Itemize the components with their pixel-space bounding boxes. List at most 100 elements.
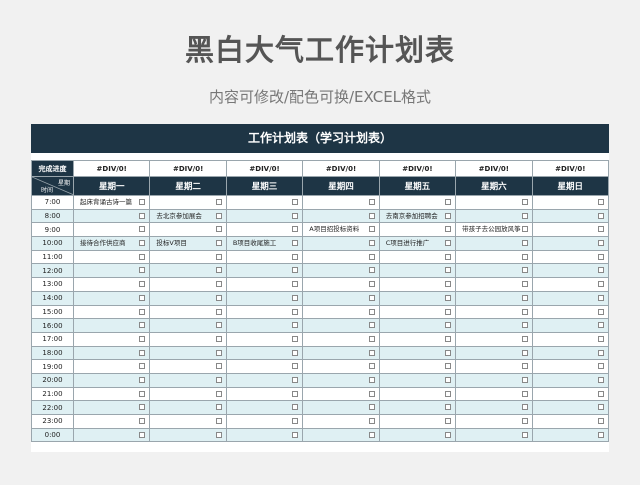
task-cell[interactable] — [531, 208, 610, 224]
task-cell[interactable] — [302, 249, 380, 265]
checkbox[interactable] — [139, 335, 146, 342]
task-cell[interactable] — [72, 249, 151, 265]
checkbox[interactable] — [139, 212, 146, 219]
task-cell[interactable] — [72, 427, 151, 443]
checkbox[interactable] — [445, 240, 452, 247]
checkbox[interactable] — [368, 376, 375, 383]
task-cell[interactable] — [531, 331, 610, 347]
checkbox[interactable] — [368, 390, 375, 397]
task-cell[interactable] — [378, 290, 457, 306]
task-cell[interactable] — [531, 414, 610, 429]
task-cell[interactable] — [149, 359, 227, 374]
task-cell[interactable] — [72, 304, 151, 320]
task-cell[interactable] — [378, 386, 457, 402]
checkbox[interactable] — [598, 253, 604, 260]
task-cell[interactable] — [149, 414, 227, 429]
checkbox[interactable] — [292, 281, 299, 288]
checkbox[interactable] — [215, 199, 222, 205]
checkbox[interactable] — [215, 281, 222, 288]
task-cell[interactable] — [455, 359, 533, 374]
task-cell[interactable] — [302, 331, 380, 347]
task-cell[interactable] — [225, 263, 304, 279]
checkbox[interactable] — [598, 226, 604, 233]
task-cell[interactable] — [149, 222, 227, 238]
checkbox[interactable] — [445, 404, 452, 411]
task-cell[interactable] — [531, 195, 610, 210]
checkbox[interactable] — [598, 349, 604, 356]
task-cell[interactable] — [225, 372, 304, 388]
checkbox[interactable] — [368, 240, 375, 247]
checkbox[interactable] — [139, 308, 146, 315]
task-cell[interactable] — [225, 359, 304, 374]
task-cell[interactable] — [149, 304, 227, 320]
checkbox[interactable] — [139, 431, 146, 438]
task-cell[interactable] — [378, 263, 457, 279]
task-cell[interactable] — [455, 236, 533, 251]
checkbox[interactable] — [139, 294, 146, 301]
checkbox[interactable] — [215, 240, 222, 247]
checkbox[interactable] — [215, 390, 222, 397]
checkbox[interactable] — [139, 404, 146, 411]
task-cell[interactable] — [378, 400, 457, 415]
checkbox[interactable] — [445, 281, 452, 288]
task-cell[interactable] — [302, 345, 380, 361]
task-cell[interactable] — [302, 277, 380, 292]
checkbox[interactable] — [445, 226, 452, 233]
checkbox[interactable] — [521, 294, 528, 301]
checkbox[interactable] — [292, 349, 299, 356]
task-cell[interactable] — [531, 277, 610, 292]
checkbox[interactable] — [368, 253, 375, 260]
checkbox[interactable] — [521, 253, 528, 260]
checkbox[interactable] — [139, 363, 146, 370]
task-cell[interactable] — [149, 386, 227, 402]
checkbox[interactable] — [292, 199, 299, 205]
task-cell[interactable] — [455, 195, 533, 210]
checkbox[interactable] — [598, 212, 604, 219]
task-cell[interactable] — [302, 304, 380, 320]
checkbox[interactable] — [292, 294, 299, 301]
checkbox[interactable] — [598, 418, 604, 424]
task-cell[interactable] — [149, 277, 227, 292]
task-cell[interactable] — [531, 427, 610, 443]
checkbox[interactable] — [368, 308, 375, 315]
checkbox[interactable] — [215, 349, 222, 356]
task-cell[interactable] — [225, 414, 304, 429]
task-cell[interactable] — [302, 427, 380, 443]
task-cell[interactable] — [455, 263, 533, 279]
checkbox[interactable] — [292, 253, 299, 260]
checkbox[interactable] — [139, 267, 146, 274]
checkbox[interactable] — [215, 418, 222, 424]
task-cell[interactable] — [225, 386, 304, 402]
task-cell[interactable] — [378, 372, 457, 388]
checkbox[interactable] — [521, 226, 528, 233]
checkbox[interactable] — [368, 294, 375, 301]
task-cell[interactable] — [225, 345, 304, 361]
task-cell[interactable] — [455, 345, 533, 361]
checkbox[interactable] — [139, 349, 146, 356]
task-cell[interactable] — [225, 195, 304, 210]
task-cell[interactable] — [531, 290, 610, 306]
checkbox[interactable] — [445, 390, 452, 397]
checkbox[interactable] — [368, 431, 375, 438]
task-cell[interactable] — [455, 427, 533, 443]
task-cell[interactable] — [531, 359, 610, 374]
checkbox[interactable] — [598, 390, 604, 397]
checkbox[interactable] — [215, 335, 222, 342]
checkbox[interactable] — [598, 267, 604, 274]
checkbox[interactable] — [292, 418, 299, 424]
task-cell[interactable] — [225, 318, 304, 333]
task-cell[interactable]: A项目招投标资料 — [302, 222, 380, 238]
checkbox[interactable] — [292, 267, 299, 274]
checkbox[interactable] — [368, 267, 375, 274]
checkbox[interactable] — [445, 335, 452, 342]
task-cell[interactable] — [378, 331, 457, 347]
task-cell[interactable] — [72, 290, 151, 306]
checkbox[interactable] — [368, 349, 375, 356]
task-cell[interactable] — [72, 277, 151, 292]
task-cell[interactable] — [455, 318, 533, 333]
checkbox[interactable] — [139, 390, 146, 397]
task-cell[interactable] — [225, 427, 304, 443]
checkbox[interactable] — [139, 253, 146, 260]
task-cell[interactable] — [378, 345, 457, 361]
task-cell[interactable] — [531, 372, 610, 388]
